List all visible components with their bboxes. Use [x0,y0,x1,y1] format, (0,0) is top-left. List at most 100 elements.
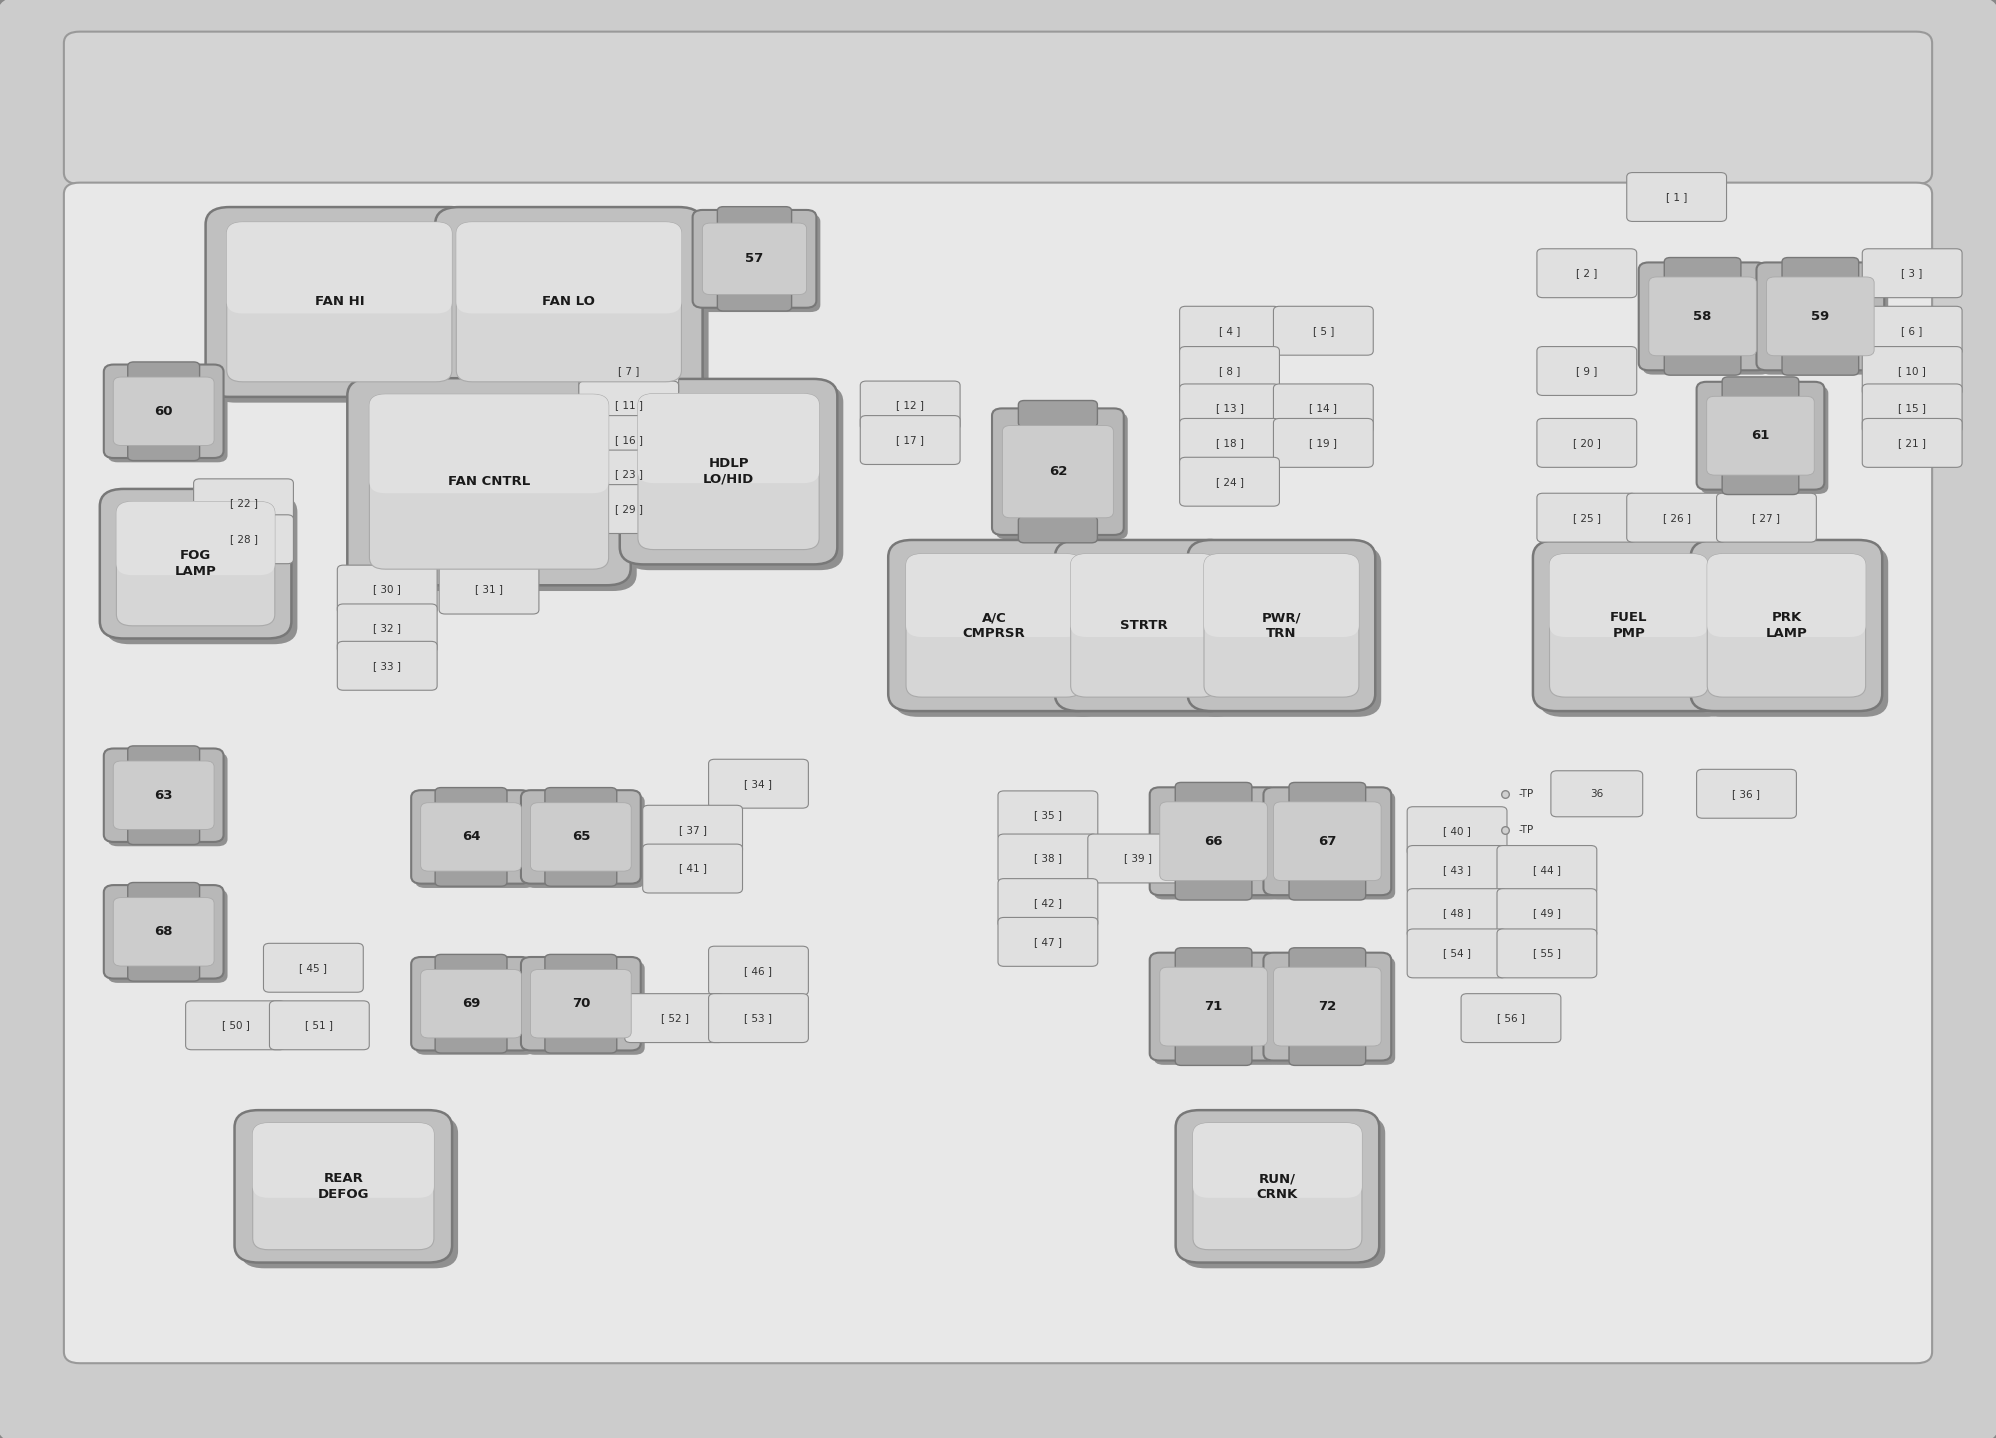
FancyBboxPatch shape [457,221,681,313]
Text: [ 53 ]: [ 53 ] [745,1014,772,1022]
Text: [ 36 ]: [ 36 ] [1733,789,1760,798]
FancyBboxPatch shape [1862,418,1962,467]
FancyBboxPatch shape [1723,472,1798,495]
FancyBboxPatch shape [1551,771,1643,817]
FancyBboxPatch shape [545,866,617,886]
FancyBboxPatch shape [1627,173,1727,221]
FancyBboxPatch shape [1756,262,1884,370]
Text: [ 23 ]: [ 23 ] [615,470,643,479]
Text: [ 31 ]: [ 31 ] [475,585,503,594]
FancyBboxPatch shape [1070,554,1218,697]
FancyBboxPatch shape [1533,541,1725,712]
FancyBboxPatch shape [128,883,200,905]
FancyBboxPatch shape [186,1001,285,1050]
Text: [ 11 ]: [ 11 ] [615,401,643,410]
FancyBboxPatch shape [1176,1043,1251,1066]
Text: [ 12 ]: [ 12 ] [896,401,924,410]
FancyBboxPatch shape [108,370,228,463]
FancyBboxPatch shape [1497,846,1597,894]
Text: [ 35 ]: [ 35 ] [1034,811,1062,820]
Text: [ 16 ]: [ 16 ] [615,436,643,444]
FancyBboxPatch shape [269,1001,369,1050]
FancyBboxPatch shape [1665,351,1741,375]
Text: [ 54 ]: [ 54 ] [1443,949,1471,958]
FancyBboxPatch shape [253,1123,433,1250]
FancyBboxPatch shape [860,416,960,464]
FancyBboxPatch shape [1176,877,1251,900]
FancyBboxPatch shape [206,207,473,397]
FancyBboxPatch shape [709,759,808,808]
FancyBboxPatch shape [435,788,507,808]
FancyBboxPatch shape [369,394,609,569]
FancyBboxPatch shape [1707,397,1814,475]
Text: [ 18 ]: [ 18 ] [1216,439,1244,447]
FancyBboxPatch shape [116,502,275,626]
Text: 61: 61 [1750,429,1770,443]
FancyBboxPatch shape [521,958,641,1050]
FancyBboxPatch shape [531,802,631,871]
FancyBboxPatch shape [337,565,437,614]
FancyBboxPatch shape [439,565,539,614]
FancyBboxPatch shape [1707,554,1866,637]
FancyBboxPatch shape [1862,306,1962,355]
FancyBboxPatch shape [128,823,200,844]
FancyBboxPatch shape [998,791,1098,840]
Text: [ 48 ]: [ 48 ] [1443,909,1471,917]
FancyBboxPatch shape [1697,546,1888,718]
FancyBboxPatch shape [1697,769,1796,818]
FancyBboxPatch shape [1150,788,1277,894]
Text: FUEL
PMP: FUEL PMP [1611,611,1647,640]
Text: [ 30 ]: [ 30 ] [373,585,401,594]
FancyBboxPatch shape [545,788,617,808]
Text: [ 45 ]: [ 45 ] [299,963,327,972]
FancyBboxPatch shape [104,365,224,459]
FancyBboxPatch shape [643,805,743,854]
FancyBboxPatch shape [1054,541,1232,712]
Text: FAN CNTRL: FAN CNTRL [447,475,531,489]
Text: 57: 57 [745,252,764,266]
FancyBboxPatch shape [128,746,200,768]
FancyBboxPatch shape [1407,846,1507,894]
FancyBboxPatch shape [1273,306,1373,355]
Text: FAN LO: FAN LO [543,295,595,309]
Text: [ 50 ]: [ 50 ] [222,1021,250,1030]
Text: [ 17 ]: [ 17 ] [896,436,924,444]
FancyBboxPatch shape [1639,262,1766,370]
FancyBboxPatch shape [639,394,818,549]
FancyBboxPatch shape [1204,554,1359,697]
FancyBboxPatch shape [1273,384,1373,433]
FancyBboxPatch shape [228,221,451,313]
Text: [ 46 ]: [ 46 ] [745,966,772,975]
FancyBboxPatch shape [888,541,1100,712]
FancyBboxPatch shape [1539,546,1731,718]
FancyBboxPatch shape [1691,541,1882,712]
FancyBboxPatch shape [104,886,224,979]
FancyBboxPatch shape [1723,377,1798,401]
FancyBboxPatch shape [1062,546,1238,718]
FancyBboxPatch shape [114,897,214,966]
Text: [ 14 ]: [ 14 ] [1309,404,1337,413]
FancyBboxPatch shape [1018,401,1098,427]
FancyBboxPatch shape [1180,306,1279,355]
FancyBboxPatch shape [1782,351,1858,375]
Text: FAN HI: FAN HI [315,295,363,309]
Text: 58: 58 [1693,309,1713,324]
FancyBboxPatch shape [1273,418,1373,467]
Text: [ 1 ]: [ 1 ] [1667,193,1687,201]
FancyBboxPatch shape [1289,877,1365,900]
FancyBboxPatch shape [1182,1116,1385,1268]
FancyBboxPatch shape [998,879,1098,928]
FancyBboxPatch shape [1180,457,1279,506]
FancyBboxPatch shape [64,183,1932,1363]
Text: 64: 64 [461,830,481,844]
Text: [ 55 ]: [ 55 ] [1533,949,1561,958]
FancyBboxPatch shape [128,362,200,384]
FancyBboxPatch shape [1665,257,1741,282]
FancyBboxPatch shape [625,994,725,1043]
Text: 72: 72 [1317,999,1337,1014]
FancyBboxPatch shape [234,1110,451,1263]
Text: 69: 69 [461,997,481,1011]
FancyBboxPatch shape [693,210,816,308]
FancyBboxPatch shape [525,795,645,889]
FancyBboxPatch shape [1263,788,1391,894]
